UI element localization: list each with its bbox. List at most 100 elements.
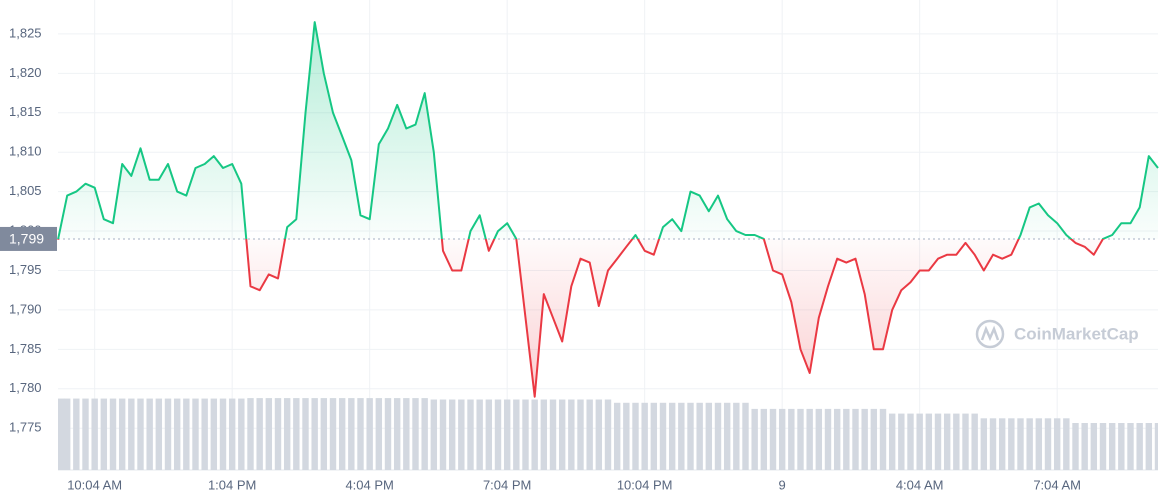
baseline-label: 1,799 (9, 231, 44, 247)
volume-bar (632, 402, 639, 470)
volume-bar (1099, 423, 1107, 470)
volume-bar (549, 399, 557, 470)
volume-bar (393, 398, 401, 470)
volume-bar (201, 398, 208, 470)
volume-bar (293, 398, 300, 470)
y-tick-label: 1,825 (9, 25, 42, 40)
volume-bar (256, 398, 263, 470)
area-down (58, 238, 1158, 397)
y-tick-label: 1,785 (9, 341, 42, 356)
volume-bar (806, 408, 813, 470)
volume-bar (164, 398, 172, 470)
volume-bar (274, 398, 282, 470)
volume-bar (916, 413, 923, 470)
volume-bar (155, 398, 163, 470)
volume-bar (998, 418, 1006, 470)
volume-bar (448, 399, 456, 470)
volume-bar (302, 398, 309, 470)
volume-bar (907, 413, 914, 470)
volume-bar (852, 408, 859, 470)
y-tick-label: 1,810 (9, 144, 42, 159)
volume-bar (494, 399, 502, 470)
volume-bar (943, 413, 951, 470)
volume-bar (659, 402, 667, 470)
volume-bar (1072, 423, 1079, 470)
volume-bar (1118, 423, 1125, 470)
volume-bar (58, 398, 65, 470)
volume-bar (1090, 423, 1098, 470)
volume-bar (531, 399, 538, 470)
volume-bar (412, 398, 419, 470)
volume-bar (641, 402, 648, 470)
volume-bar (980, 418, 988, 470)
volume-bar (137, 398, 144, 470)
x-tick-label: 7:04 PM (483, 477, 531, 492)
volume-bar (687, 402, 694, 470)
volume-bar (348, 398, 355, 470)
volume-bar (898, 413, 905, 470)
volume-bar (1108, 423, 1116, 470)
volume-bar (870, 408, 878, 470)
volume-bar (1145, 423, 1153, 470)
volume-bar (210, 398, 218, 470)
volume-bar (751, 408, 758, 470)
volume-bar (100, 398, 108, 470)
volume-bar (742, 402, 749, 470)
volume-bar (833, 408, 841, 470)
volume-bar (183, 398, 190, 470)
volume-bar (595, 399, 603, 470)
volume-bar (247, 398, 254, 470)
volume-bar (146, 398, 153, 470)
volume-bar (888, 413, 896, 470)
volume-bar (778, 408, 786, 470)
volume-bar (586, 399, 593, 470)
volume-bar (1035, 418, 1043, 470)
x-tick-label: 4:04 AM (896, 477, 944, 492)
volume-bar (678, 402, 685, 470)
volume-bar (82, 398, 89, 470)
volume-bar (439, 399, 447, 470)
volume-bar (1026, 418, 1033, 470)
volume-bar (962, 413, 969, 470)
volume-bar (338, 398, 346, 470)
volume-bar (760, 408, 768, 470)
volume-bar (73, 398, 80, 470)
y-tick-label: 1,805 (9, 183, 42, 198)
volume-bar (1127, 423, 1134, 470)
volume-bar (430, 399, 438, 470)
volume-bar (1154, 423, 1158, 470)
volume-bar (1017, 418, 1024, 470)
volume-bar (925, 413, 933, 470)
volume-bar (733, 402, 740, 470)
volume-bar (714, 402, 722, 470)
volume-bar (1053, 418, 1061, 470)
x-tick-label: 7:04 AM (1033, 477, 1081, 492)
volume-bar (623, 402, 630, 470)
volume-bar (861, 408, 868, 470)
baseline-label-box (0, 226, 57, 251)
volume-bar (815, 408, 823, 470)
volume-bar (1063, 418, 1070, 470)
price-line-up (57, 21, 1159, 239)
volume-bar (238, 398, 245, 470)
volume-bar (403, 398, 410, 470)
x-tick-label: 9 (779, 477, 786, 492)
area-up (58, 22, 1158, 239)
volume-bar (513, 399, 520, 470)
volume-bar (467, 399, 474, 470)
y-tick-label: 1,790 (9, 301, 42, 316)
volume-bar (1136, 423, 1143, 470)
volume-bar (577, 399, 584, 470)
volume-bar (173, 398, 181, 470)
volume-bar (375, 398, 383, 470)
volume-bar (769, 408, 777, 470)
volume-bar (1008, 418, 1015, 470)
volume-bar (797, 408, 804, 470)
volume-bar (357, 398, 364, 470)
y-tick-label: 1,815 (9, 104, 42, 119)
volume-bar (329, 398, 337, 470)
volume-bar (613, 402, 621, 470)
volume-bar (476, 399, 483, 470)
volume-bar (320, 398, 328, 470)
